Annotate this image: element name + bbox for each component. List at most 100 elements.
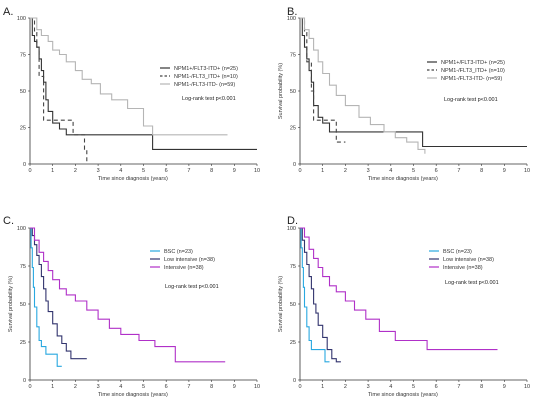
x-tick-label: 10	[524, 384, 530, 390]
series-line-3	[30, 17, 228, 136]
series-line-2	[30, 17, 88, 164]
legend-label: BSC (n=23)	[164, 249, 193, 255]
series-line-2	[30, 227, 87, 360]
x-tick-label: 9	[503, 168, 506, 174]
y-tick-label: 75	[20, 53, 26, 59]
x-tick-label: 0	[28, 168, 31, 174]
x-tick-label: 3	[367, 168, 370, 174]
x-tick-label: 8	[480, 384, 483, 390]
panel-3: C. 0 25 50 75 100 0 1 2 3 4 5 6 7 8 9 10 Time since diagn…	[3, 215, 260, 398]
y-tick-label: 75	[290, 264, 296, 270]
legend-label: Intensive (n=38)	[443, 265, 483, 271]
x-axis-label: Time since diagnosis (years)	[98, 176, 168, 182]
series-line-3	[300, 17, 426, 154]
x-tick-label: 6	[435, 168, 438, 174]
y-axis-label: Survival probability (%)	[8, 276, 14, 332]
series-line-3	[300, 227, 498, 351]
x-tick-label: 9	[233, 384, 236, 390]
y-axis-label: Survival probability (%)	[278, 276, 284, 332]
x-tick-label: 9	[233, 168, 236, 174]
series-line-2	[300, 17, 346, 143]
x-tick-label: 0	[298, 168, 301, 174]
legend-label: NPM1-/FLT3-ITD- (n=59)	[441, 76, 502, 82]
y-tick-label: 50	[20, 89, 26, 95]
legend-label: NPM1+/FLT3-ITD+ (n=25)	[441, 60, 505, 66]
x-tick-label: 4	[389, 384, 392, 390]
y-tick-label: 50	[20, 302, 26, 308]
x-tick-label: 5	[412, 168, 415, 174]
legend-label: Low intensive (n=38)	[164, 257, 215, 263]
logrank-annotation: Log-rank test p<0.001	[165, 284, 219, 290]
x-tick-label: 7	[187, 168, 190, 174]
x-tick-label: 8	[480, 168, 483, 174]
x-tick-label: 5	[142, 384, 145, 390]
series-line-3	[30, 227, 226, 363]
legend-label: NPM1-/FLT3_ITD+ (n=10)	[174, 74, 238, 80]
y-tick-label: 100	[287, 226, 296, 232]
panel-letter: D.	[287, 215, 298, 227]
legend-label: Intensive (n=38)	[164, 265, 204, 271]
y-tick-label: 50	[290, 302, 296, 308]
panel-4: D. 0 25 50 75 100 0 1 2 3 4 5 6 7 8 9 10 Time since diagn…	[278, 215, 530, 398]
x-tick-label: 8	[210, 168, 213, 174]
y-tick-label: 25	[290, 126, 296, 132]
y-axis-label: Survival probability (%)	[278, 63, 284, 119]
x-tick-label: 5	[142, 168, 145, 174]
x-tick-label: 2	[74, 168, 77, 174]
series-line-2	[300, 227, 341, 363]
series-line-1	[30, 17, 257, 150]
x-tick-label: 0	[298, 384, 301, 390]
x-tick-label: 7	[457, 168, 460, 174]
x-tick-label: 2	[74, 384, 77, 390]
y-tick-label: 0	[23, 378, 26, 384]
x-tick-label: 6	[165, 168, 168, 174]
logrank-annotation: Log-rank test p<0.001	[444, 97, 498, 103]
y-tick-label: 0	[293, 378, 296, 384]
legend-label: BSC (n=23)	[443, 249, 472, 255]
y-tick-label: 100	[17, 16, 26, 22]
x-tick-label: 0	[28, 384, 31, 390]
y-tick-label: 25	[290, 340, 296, 346]
x-tick-label: 2	[344, 168, 347, 174]
x-tick-label: 10	[254, 384, 260, 390]
legend-label: NPM1+/FLT3-ITD+ (n=25)	[174, 66, 238, 72]
y-tick-label: 75	[290, 53, 296, 59]
logrank-annotation: Log-rank test p<0.001	[445, 280, 499, 286]
x-tick-label: 10	[254, 168, 260, 174]
panel-2: B. 0 25 50 75 100 0 1 2 3 4 5 6 7 8 9 10 Time since diagn…	[278, 6, 530, 182]
x-tick-label: 9	[503, 384, 506, 390]
x-tick-label: 1	[321, 168, 324, 174]
x-axis-label: Time since diagnosis (years)	[98, 392, 168, 398]
x-tick-label: 3	[367, 384, 370, 390]
y-tick-label: 75	[20, 264, 26, 270]
legend-label: NPM1-/FLT3_ITD+ (n=10)	[441, 68, 505, 74]
y-tick-label: 100	[287, 16, 296, 22]
y-tick-label: 50	[290, 89, 296, 95]
x-tick-label: 1	[51, 168, 54, 174]
x-tick-label: 4	[119, 168, 122, 174]
panel-letter: A.	[3, 6, 13, 18]
x-tick-label: 3	[97, 384, 100, 390]
x-tick-label: 2	[344, 384, 347, 390]
y-tick-label: 0	[293, 162, 296, 168]
y-tick-label: 25	[20, 340, 26, 346]
x-tick-label: 8	[210, 384, 213, 390]
panel-letter: C.	[3, 215, 14, 227]
x-axis-label: Time since diagnosis (years)	[368, 392, 438, 398]
x-tick-label: 3	[97, 168, 100, 174]
y-tick-label: 25	[20, 126, 26, 132]
x-tick-label: 10	[524, 168, 530, 174]
logrank-annotation: Log-rank test p<0.001	[182, 96, 236, 102]
x-tick-label: 1	[321, 384, 324, 390]
x-tick-label: 5	[412, 384, 415, 390]
x-axis-label: Time since diagnosis (years)	[368, 176, 438, 182]
x-tick-label: 1	[51, 384, 54, 390]
x-tick-label: 4	[389, 168, 392, 174]
legend-label: NPM1-/FLT3-ITD- (n=59)	[174, 82, 235, 88]
legend-label: Low intensive (n=38)	[443, 257, 494, 263]
panel-1: A. 0 25 50 75 100 0 1 2 3 4 5 6 7 8 9 10 Time since diagn…	[3, 6, 260, 182]
x-tick-label: 6	[165, 384, 168, 390]
series-line-1	[300, 227, 330, 363]
panel-letter: B.	[287, 6, 297, 18]
